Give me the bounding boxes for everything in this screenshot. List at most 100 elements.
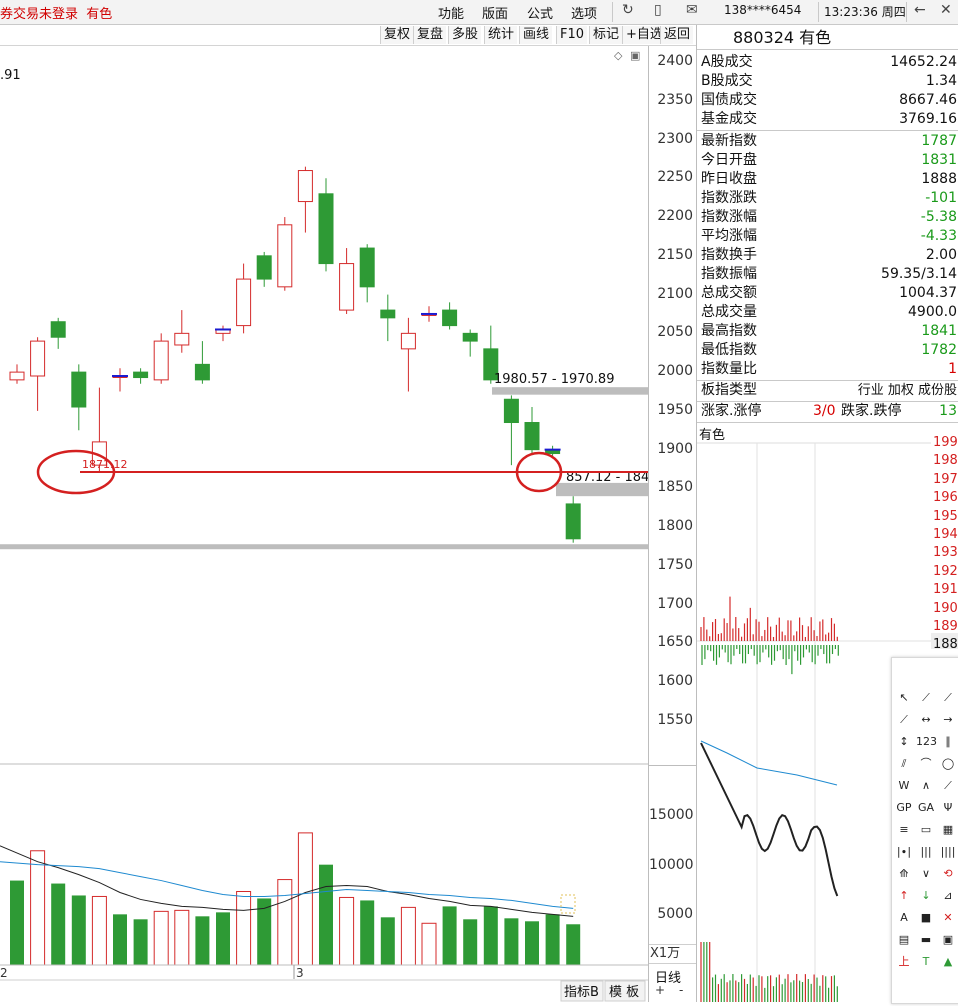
- y-tick-2100: 2100: [657, 285, 693, 302]
- candle-body: [256, 255, 272, 280]
- vline-icon[interactable]: ↕: [899, 735, 909, 748]
- grid-icon[interactable]: ▦: [942, 823, 954, 836]
- delete-icon[interactable]: ✕: [943, 911, 953, 924]
- btn-return[interactable]: 返回: [660, 26, 694, 44]
- kline-chart[interactable]: .91 ◇ ▣ 1980.57 - 1970.89 857.12 - 184 187…: [0, 46, 649, 1002]
- quote-value: 1004.37: [899, 285, 957, 301]
- btn-stats[interactable]: 统计: [484, 26, 518, 44]
- pitchfork-icon[interactable]: Ψ: [943, 801, 953, 814]
- btn-mark[interactable]: 标记: [589, 26, 623, 44]
- circle-icon[interactable]: ◯: [941, 757, 955, 770]
- menu-function[interactable]: 功能: [438, 7, 465, 22]
- vbars-icon[interactable]: ||||: [940, 845, 956, 858]
- line-icon[interactable]: ⟋: [922, 691, 930, 704]
- tag-icon[interactable]: ⊿: [943, 889, 953, 902]
- tab-template[interactable]: [604, 980, 646, 1002]
- quote-value: 4900.0: [908, 304, 957, 320]
- zoom-in-button[interactable]: +: [655, 983, 666, 997]
- candle-body: [462, 332, 478, 342]
- scale-icon[interactable]: ▣: [942, 933, 954, 946]
- quote-label: 指数涨幅: [701, 209, 757, 225]
- text-icon[interactable]: A: [900, 911, 908, 924]
- candle-body: [503, 398, 519, 424]
- up-arrow-icon[interactable]: ↑: [899, 889, 909, 902]
- mini-tick: 188: [933, 637, 958, 653]
- mini-current-box: [931, 633, 958, 649]
- trend-icon[interactable]: ⟋: [944, 779, 952, 792]
- kline-chart-area[interactable]: .91 ◇ ▣ 1980.57 - 1970.89 857.12 - 184 187…: [0, 46, 649, 1002]
- t-mark-icon[interactable]: T: [922, 955, 930, 968]
- highlight-circle-right: [515, 451, 563, 493]
- resistance-band[interactable]: [492, 387, 648, 395]
- highlight-circle-left: [36, 449, 116, 495]
- tab-indicator-b[interactable]: [560, 980, 604, 1002]
- ray-icon[interactable]: ⟋: [944, 691, 952, 704]
- volume-bar: [442, 906, 457, 965]
- btn-draw[interactable]: 画线: [519, 26, 553, 44]
- volume-bar: [463, 919, 478, 965]
- triangle-icon[interactable]: ▲: [943, 955, 953, 968]
- period-label[interactable]: 日线: [655, 971, 682, 986]
- cursor-icon[interactable]: ↖: [899, 691, 909, 704]
- zoom-out-button[interactable]: -: [679, 983, 684, 997]
- quote-label: A股成交: [701, 54, 753, 70]
- fan-icon[interactable]: ⟰: [899, 867, 909, 880]
- volume-bar: [133, 919, 148, 965]
- note-icon[interactable]: ▤: [898, 933, 910, 946]
- index-name: 有色: [799, 28, 832, 47]
- segment-icon[interactable]: ⟋: [900, 713, 908, 726]
- phone-icon[interactable]: ▯: [654, 2, 662, 18]
- down-arrow-icon[interactable]: ∨: [921, 867, 931, 880]
- down-green-icon[interactable]: ↓: [921, 889, 931, 902]
- account-number: 138****6454: [724, 3, 802, 17]
- y-tick-2400: 2400: [657, 53, 693, 69]
- volume-bar: [216, 912, 230, 965]
- support-band[interactable]: [556, 482, 648, 497]
- arrow-line-icon[interactable]: →: [943, 713, 953, 726]
- mail-icon[interactable]: ✉: [686, 2, 698, 18]
- mini-chart[interactable]: 有色 199 198 197 196 195 194 193 192 191 190 189 188: [697, 423, 958, 1002]
- wave-icon[interactable]: W: [898, 779, 910, 792]
- volume-bar: [10, 880, 24, 965]
- gp-icon[interactable]: GP: [896, 801, 912, 814]
- quote-label: 指数换手: [701, 247, 757, 263]
- back-arrow-icon[interactable]: ←: [914, 2, 926, 18]
- btn-f10[interactable]: F10: [556, 26, 588, 44]
- y-tick-1750: 1750: [657, 556, 693, 573]
- parallel-icon[interactable]: ∥: [945, 735, 951, 748]
- arc-icon[interactable]: ⌒: [920, 757, 932, 770]
- bars-icon[interactable]: |||: [920, 845, 932, 858]
- resistance-band-label: 1980.57 - 1970.89: [494, 372, 614, 387]
- diamond-icon[interactable]: ◇: [614, 49, 623, 62]
- up-mark-icon[interactable]: 上: [898, 955, 910, 968]
- square-icon[interactable]: ■: [920, 911, 932, 924]
- btn-replay[interactable]: 复盘: [413, 26, 447, 44]
- candle-body: [71, 371, 87, 408]
- menu-layout[interactable]: 版面: [482, 7, 509, 22]
- btn-multi[interactable]: 多股: [448, 26, 482, 44]
- chart-toolbar: 复权 复盘 多股 统计 画线 F10 标记 +自选 返回: [0, 25, 696, 46]
- menu-options[interactable]: 选项: [571, 7, 598, 22]
- box-icon[interactable]: ▭: [920, 823, 932, 836]
- refresh-icon[interactable]: ↻: [622, 2, 634, 18]
- panel-toggle-icon[interactable]: ▣: [630, 49, 640, 62]
- mini-tick: 191: [933, 582, 958, 598]
- ruler-icon[interactable]: ▬: [920, 933, 932, 946]
- hline-icon[interactable]: ↔: [921, 713, 931, 726]
- btn-adjust[interactable]: 复权: [380, 26, 414, 44]
- login-status: 券交易未登录 有色: [0, 7, 113, 22]
- ga-icon[interactable]: GA: [917, 801, 935, 814]
- menu-formula[interactable]: 公式: [527, 7, 554, 22]
- close-icon[interactable]: ✕: [940, 2, 952, 18]
- channel-icon[interactable]: ⫽: [901, 757, 907, 770]
- zigzag-icon[interactable]: ∧: [921, 779, 931, 792]
- quote-value: 14652.24: [890, 54, 957, 70]
- volume-bar: [257, 898, 272, 965]
- btn-add-watch[interactable]: +自选: [622, 26, 666, 44]
- fib-icon[interactable]: 123: [916, 735, 937, 748]
- rotate-icon[interactable]: ⟲: [943, 867, 953, 880]
- text-lines-icon[interactable]: ≡: [899, 823, 909, 836]
- low-price-label: 1871.12: [82, 458, 128, 471]
- period-icon[interactable]: |∙|: [896, 845, 912, 858]
- mini-tick: 193: [933, 545, 958, 561]
